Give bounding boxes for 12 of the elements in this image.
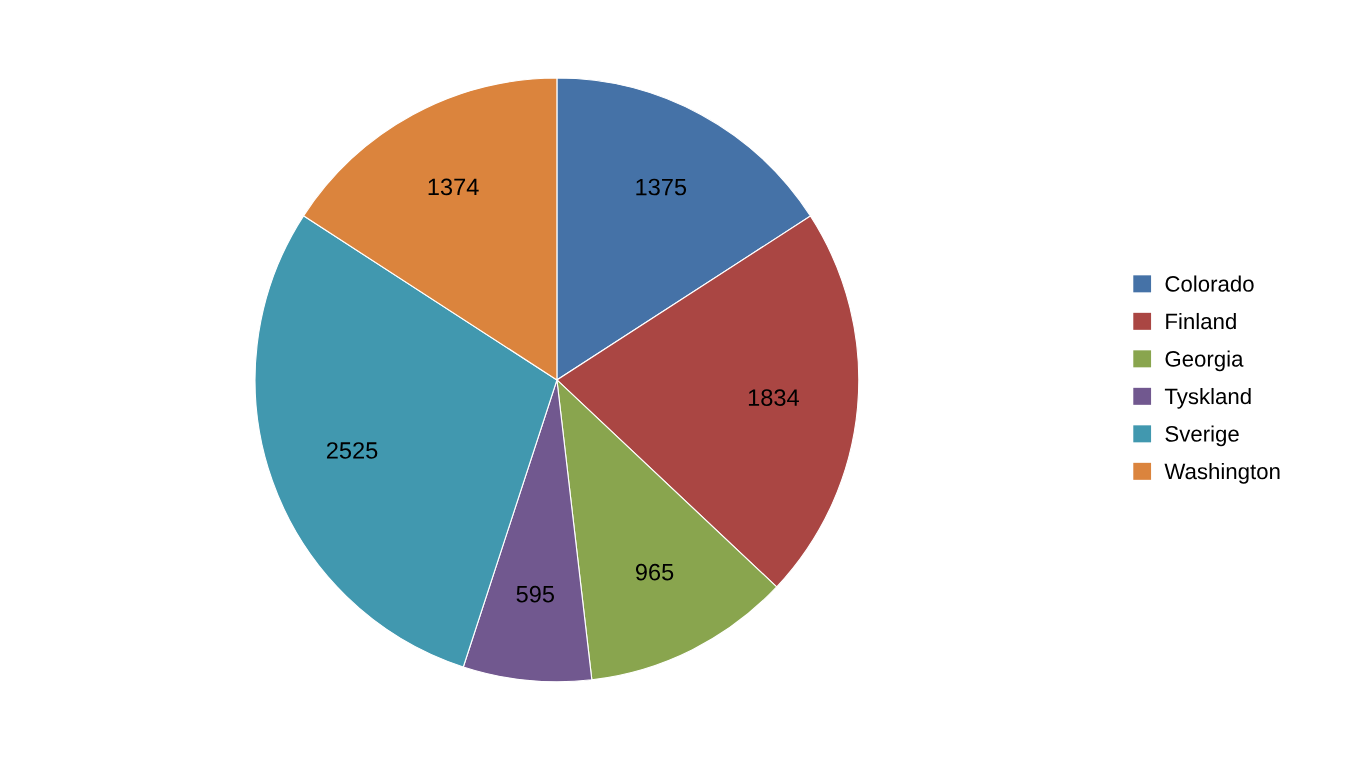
legend-label: Colorado [1165, 275, 1254, 292]
legend-label: Georgia [1165, 350, 1244, 372]
data-label: 2525 [326, 442, 378, 459]
legend-label: Washington [1164, 462, 1280, 484]
data-label: 1374 [428, 178, 479, 196]
data-label: 1834 [748, 389, 799, 406]
data-label: 965 [635, 563, 674, 581]
legend-label: Sverige [1165, 425, 1239, 447]
data-label: 1375 [636, 178, 687, 196]
legend-label: Tyskland [1164, 387, 1251, 409]
data-label: 595 [516, 585, 554, 603]
legend-label: Finland [1166, 312, 1236, 330]
